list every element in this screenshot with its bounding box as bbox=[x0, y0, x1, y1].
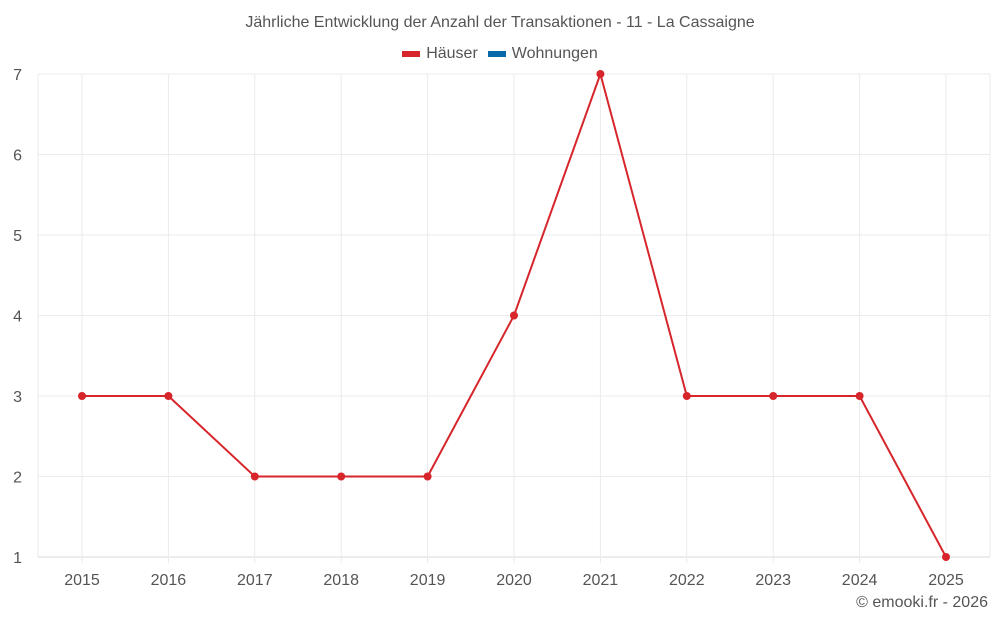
x-tick-label: 2018 bbox=[323, 572, 359, 589]
y-tick-label: 2 bbox=[13, 470, 22, 487]
chart-title: Jährliche Entwicklung der Anzahl der Tra… bbox=[245, 14, 755, 31]
legend-swatch-wohnungen-icon bbox=[487, 51, 506, 57]
legend-label-haeuser: Häuser bbox=[426, 45, 478, 62]
x-tick-label: 2016 bbox=[151, 572, 187, 589]
y-tick-label: 5 bbox=[13, 228, 22, 245]
x-tick-label: 2025 bbox=[928, 572, 964, 589]
x-tick-label: 2024 bbox=[842, 572, 878, 589]
legend-label-wohnungen: Wohnungen bbox=[511, 45, 598, 62]
y-tick-label: 1 bbox=[13, 550, 22, 567]
y-tick-label: 4 bbox=[13, 309, 22, 326]
data-point bbox=[510, 311, 518, 320]
y-tick-label: 3 bbox=[13, 389, 22, 406]
x-tick-label: 2022 bbox=[669, 572, 705, 589]
x-tick-label: 2023 bbox=[755, 572, 791, 589]
data-point bbox=[942, 553, 950, 561]
legend-item-wohnungen[interactable]: Wohnungen bbox=[487, 45, 598, 63]
data-point bbox=[596, 70, 605, 78]
data-point bbox=[855, 392, 864, 400]
legend: Häuser Wohnungen bbox=[0, 45, 1000, 63]
x-tick-label: 2019 bbox=[410, 572, 446, 589]
x-tick-label: 2017 bbox=[237, 572, 273, 589]
data-point bbox=[769, 392, 778, 400]
data-point bbox=[423, 472, 432, 481]
credit-text: © emooki.fr - 2026 bbox=[856, 594, 988, 611]
data-point bbox=[337, 472, 346, 481]
data-point bbox=[250, 472, 259, 481]
y-tick-label: 7 bbox=[13, 67, 22, 84]
data-point bbox=[78, 392, 86, 400]
y-tick-label: 6 bbox=[13, 148, 22, 165]
legend-swatch-haeuser-icon bbox=[402, 51, 421, 57]
x-tick-label: 2020 bbox=[496, 572, 532, 589]
data-point bbox=[164, 392, 173, 400]
x-tick-label: 2021 bbox=[583, 572, 619, 589]
legend-item-haeuser[interactable]: Häuser bbox=[402, 45, 478, 63]
data-point bbox=[682, 392, 691, 400]
x-tick-label: 2015 bbox=[64, 572, 100, 589]
